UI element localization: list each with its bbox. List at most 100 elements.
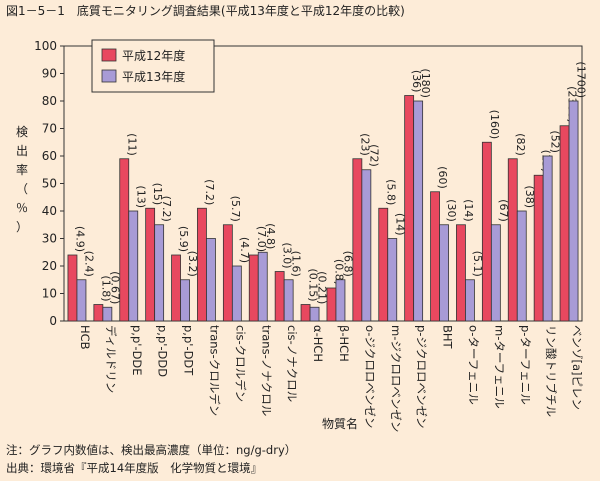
data-label: (15): [151, 183, 164, 206]
bar: [171, 254, 181, 322]
legend-box: [91, 39, 215, 93]
bar: [274, 271, 285, 322]
data-label: (23): [358, 133, 371, 156]
category-label: trans-クロルデン: [207, 325, 221, 416]
data-label: (30): [445, 199, 458, 222]
y-tick-label: 100: [34, 39, 57, 53]
bar: [413, 100, 424, 322]
y-tick-label: 40: [42, 204, 57, 218]
data-label: (38): [523, 185, 536, 208]
category-label: m-ジクロロベンゼン: [389, 325, 403, 432]
bar: [197, 207, 207, 322]
data-label: (0.21): [316, 271, 329, 304]
bar: [283, 279, 294, 322]
bar: [231, 265, 242, 322]
y-tick-label: 90: [42, 67, 57, 81]
category-label: p-ターフェニル: [518, 325, 532, 405]
bar: [93, 304, 104, 322]
category-label: p,p'-DDT: [182, 325, 196, 376]
bar: [154, 224, 165, 322]
chart-note: 注：グラフ内数値は、検出最高濃度（単位：ng/g-dry）: [6, 443, 297, 457]
data-label: (160): [488, 110, 501, 140]
legend-label: 平成13年度: [122, 69, 185, 84]
data-label: (2.4): [82, 251, 95, 277]
bar: [128, 210, 139, 322]
category-label: BHT: [441, 325, 455, 350]
data-label: (4.7): [238, 237, 251, 263]
bar: [119, 158, 130, 322]
x-axis-label: 物質名: [322, 416, 358, 431]
data-label: (1.6): [290, 251, 303, 277]
data-label: (72): [367, 144, 380, 167]
category-label: リン酸トリブチル: [544, 325, 558, 417]
bar: [404, 95, 415, 322]
data-label: (52): [549, 130, 562, 153]
bar: [378, 207, 389, 322]
bar-chart: 0 10 20 30 40 50 60 70 80 90 100 検出率（％） (4.9)(2.4) HC…: [16, 39, 588, 432]
bar: [533, 174, 544, 322]
category-label: m-ターフェニル: [492, 325, 506, 409]
category-label: cis-ノナクロル: [285, 325, 299, 402]
bar: [559, 125, 570, 322]
data-label: (11): [125, 133, 138, 156]
bar: [439, 224, 449, 322]
bar: [102, 306, 113, 322]
bar: [248, 254, 259, 322]
legend-swatch: [101, 69, 117, 83]
data-label: (6.8): [341, 251, 354, 277]
data-label: (0.8): [332, 259, 345, 285]
category-label: ベンゾ[a]ピレン: [570, 325, 584, 410]
category-label: o-ジクロロベンゼン: [363, 325, 377, 428]
bar: [309, 306, 320, 322]
data-label: (4.8): [264, 223, 277, 249]
bar: [387, 238, 398, 322]
bar: [516, 210, 527, 322]
bar: [222, 224, 233, 322]
category-label: p-ジクロロベンゼン: [415, 325, 429, 428]
category-label: o-ターフェニル: [466, 325, 480, 405]
y-tick-label: 80: [42, 94, 57, 108]
bar: [490, 224, 501, 322]
bar: [145, 207, 156, 322]
data-label: (5.9): [177, 226, 190, 252]
y-tick-label: 60: [42, 149, 57, 163]
data-label: (7.2): [160, 196, 173, 222]
category-label: HCB: [78, 325, 92, 350]
data-label: (5.8): [384, 179, 397, 205]
category-label: trans-ノナクロル: [259, 325, 273, 416]
data-label: (36): [410, 70, 423, 93]
data-label: (14): [393, 213, 406, 236]
data-label: (60): [436, 166, 449, 189]
bar: [326, 287, 337, 322]
bar: [67, 254, 78, 322]
bar: [76, 279, 87, 322]
bar: [481, 141, 492, 322]
bar: [542, 155, 553, 322]
bar: [430, 191, 440, 322]
data-label: (1700): [575, 61, 588, 98]
category-label: p,p'-DDD: [156, 325, 170, 377]
data-label: (4.9): [73, 226, 86, 252]
bar: [568, 100, 579, 322]
bar: [335, 279, 346, 322]
bar: [206, 238, 216, 322]
data-label: (0.67): [108, 271, 121, 304]
data-label: (7.2): [203, 179, 216, 205]
data-label: (5.7): [229, 196, 242, 222]
category-label: p,p'-DDE: [130, 325, 144, 376]
data-label: (5.1): [471, 251, 484, 277]
data-label: (82): [514, 133, 527, 156]
bar: [257, 251, 268, 322]
category-label: α-HCH: [311, 325, 325, 362]
data-label: (67): [497, 199, 510, 222]
y-axis-label: 検出率（％）: [16, 125, 28, 234]
y-tick-label: 30: [42, 232, 57, 246]
bar: [300, 304, 311, 322]
bar: [507, 158, 518, 322]
figure-title: 図1－5－1 底質モニタリング調査結果(平成13年度と平成12年度の比較): [6, 4, 405, 18]
data-label: (1.8): [99, 275, 112, 301]
data-label: (13): [134, 185, 147, 208]
y-tick-label: 20: [42, 259, 57, 273]
category-label: ディルドリン: [104, 325, 118, 393]
bar: [361, 169, 372, 322]
